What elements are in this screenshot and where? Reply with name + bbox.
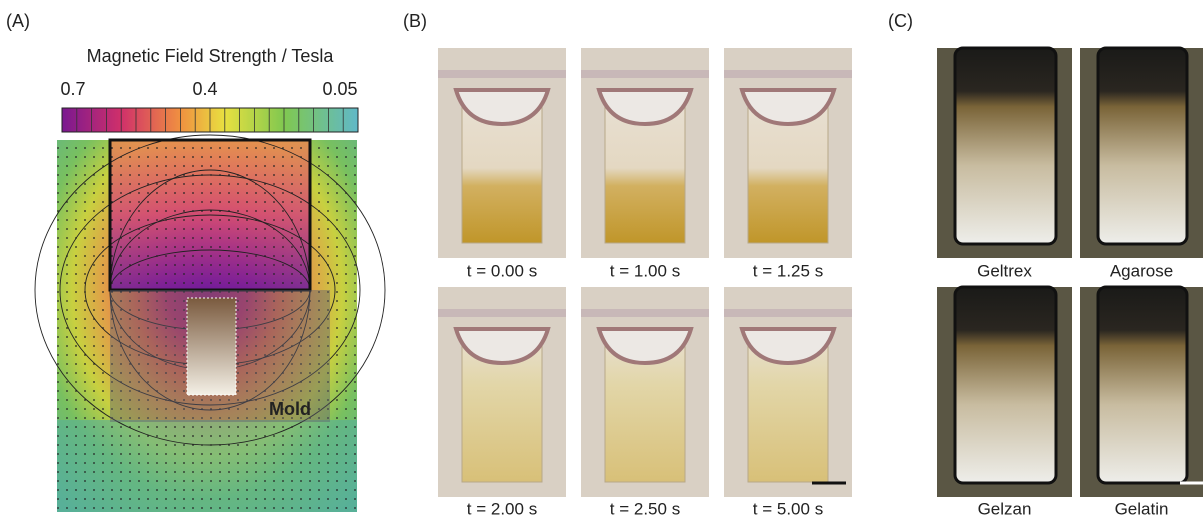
gel (955, 48, 1056, 244)
sample-label: Agarose (1110, 261, 1173, 280)
rail (581, 309, 709, 317)
frame: t = 1.00 s (581, 48, 709, 280)
sample: Geltrex (937, 48, 1072, 280)
gel (955, 287, 1056, 483)
frame: t = 0.00 s (438, 48, 566, 280)
mold-label: Mold (269, 399, 311, 419)
rail (438, 70, 566, 78)
frame-label: t = 0.00 s (467, 261, 537, 280)
colorbar-tick: 0.05 (322, 79, 357, 99)
sample: Gelzan (937, 287, 1072, 518)
rail (724, 309, 852, 317)
rail (724, 70, 852, 78)
frame: t = 2.00 s (438, 287, 566, 518)
panel-b: t = 0.00 s t = 1.00 s t = 1.25 s t = 2.00 s… (438, 48, 852, 518)
frame-label: t = 1.25 s (753, 261, 823, 280)
frame-label: t = 2.50 s (610, 499, 680, 518)
colorbar-tick: 0.4 (192, 79, 217, 99)
figure: (A) Magnetic Field Strength / Tesla 0.7 … (0, 0, 1203, 523)
panel-label: (C) (888, 11, 913, 31)
mold-cavity (187, 298, 236, 395)
rail (581, 70, 709, 78)
panel-label: (B) (403, 11, 427, 31)
frame-label: t = 2.00 s (467, 499, 537, 518)
rail (438, 309, 566, 317)
frame-label: t = 1.00 s (610, 261, 680, 280)
gel (1098, 287, 1187, 483)
colorbar-title: Magnetic Field Strength / Tesla (87, 46, 335, 66)
frame: t = 1.25 s (724, 48, 852, 280)
page: (A) Magnetic Field Strength / Tesla 0.7 … (0, 0, 1203, 523)
sample-label: Geltrex (977, 261, 1032, 280)
frame-label: t = 5.00 s (753, 499, 823, 518)
sample-label: Gelzan (978, 499, 1032, 518)
frame: t = 2.50 s (581, 287, 709, 518)
sample-label: Gelatin (1115, 499, 1169, 518)
panel-label: (A) (6, 11, 30, 31)
gel (1098, 48, 1187, 244)
sample: Agarose (1080, 48, 1203, 280)
panel-c: Geltrex Agarose Gelzan Gelatin (937, 48, 1203, 518)
colorbar-tick: 0.7 (60, 79, 85, 99)
